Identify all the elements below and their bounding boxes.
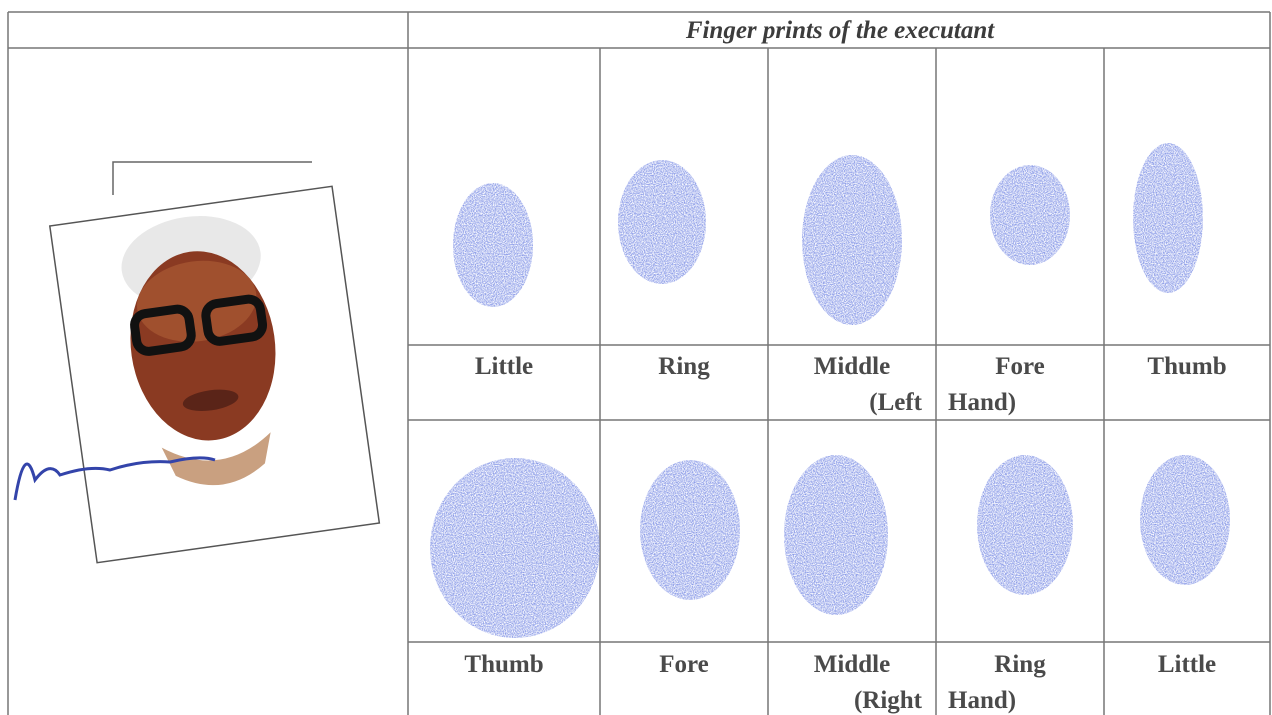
finger-label: Ring <box>994 651 1046 678</box>
photo <box>15 162 379 563</box>
fingerprint <box>1133 143 1203 293</box>
finger-label: (Left <box>869 389 922 416</box>
fingerprint <box>453 183 533 307</box>
fingerprint <box>802 155 902 325</box>
finger-label: Fore <box>995 353 1045 380</box>
finger-label: Hand) <box>948 389 1016 416</box>
header-title: Finger prints of the executant <box>685 17 995 44</box>
fingerprint <box>618 160 706 284</box>
fingerprint <box>1140 455 1230 585</box>
finger-label: Little <box>1158 651 1216 678</box>
finger-label: Fore <box>659 651 709 678</box>
fingerprints <box>430 143 1230 638</box>
fingerprint <box>640 460 740 600</box>
finger-label: (Right <box>854 687 923 714</box>
finger-label: Little <box>475 353 533 380</box>
finger-label: Hand) <box>948 687 1016 714</box>
page: Finger prints of the executant Little Rin… <box>0 0 1272 715</box>
fingerprint <box>990 165 1070 265</box>
fingerprint <box>430 458 600 638</box>
document: Finger prints of the executant Little Rin… <box>0 0 1272 715</box>
fingerprint <box>977 455 1073 595</box>
finger-label: Thumb <box>464 651 543 678</box>
finger-label: Thumb <box>1147 353 1226 380</box>
finger-label: Middle <box>814 651 890 678</box>
finger-label: Ring <box>658 353 710 380</box>
fingerprint <box>784 455 888 615</box>
finger-label: Middle <box>814 353 890 380</box>
